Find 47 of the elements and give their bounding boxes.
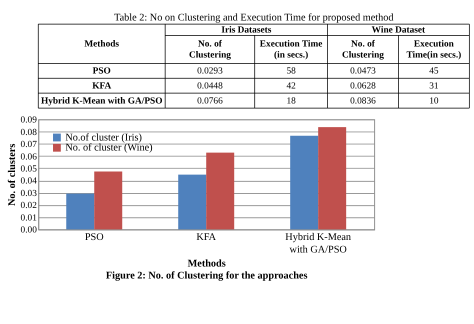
legend-label: No.of cluster (Iris) — [65, 132, 142, 144]
text: 0.0836 — [350, 96, 376, 106]
bar — [94, 172, 122, 230]
y-tick-label: 0.07 — [20, 140, 38, 150]
y-tick-label: 0.02 — [20, 201, 38, 212]
text: 18 — [286, 96, 296, 106]
y-tick-label: 0.08 — [20, 128, 38, 138]
y-axis-title: No. of clusters — [6, 144, 18, 206]
text: Methods — [84, 40, 120, 50]
bar — [178, 174, 206, 230]
text: 10 — [429, 96, 439, 106]
text: 0.0448 — [197, 82, 224, 92]
bar — [290, 136, 318, 230]
text: Execution Time(in secs.) — [406, 40, 462, 61]
text: Hybrid K-Mean with GA/PSO — [40, 96, 162, 106]
bar — [66, 194, 94, 230]
text: 0.0473 — [350, 66, 376, 77]
text: 31 — [429, 82, 439, 92]
y-tick-label: 0.05 — [20, 164, 38, 175]
text: 45 — [429, 66, 439, 77]
text: 0.0293 — [197, 66, 224, 77]
text: Table 2: No on Clustering and Execution Time for proposed method — [114, 12, 394, 24]
bar — [206, 152, 234, 230]
text: KFA — [92, 82, 112, 92]
y-tick-label: 0.09 — [20, 116, 38, 126]
bar — [318, 127, 346, 230]
text: 42 — [286, 82, 296, 92]
y-tick-label: 0.00 — [20, 226, 38, 236]
y-tick-label: 0.04 — [20, 176, 38, 187]
caption: Figure 2: No. of Clustering for the approaches — [106, 270, 308, 282]
text: No. of Clustering — [188, 40, 232, 61]
y-tick-label: 0.01 — [20, 213, 38, 224]
text: No. of Clustering — [342, 40, 384, 61]
y-tick-label: 0.03 — [20, 188, 38, 199]
text: 0.0628 — [350, 82, 376, 92]
text: PSO — [92, 66, 111, 77]
y-tick-label: 0.06 — [20, 152, 38, 162]
text: 0.0766 — [197, 96, 224, 106]
x-axis-title: Methods — [188, 258, 226, 270]
text: 58 — [286, 66, 296, 77]
x-tick-label: Hybrid K-Mean with GA/PSO — [285, 232, 352, 256]
x-tick-label: PSO — [84, 232, 104, 244]
text: Iris Datasets — [221, 26, 272, 36]
text: Execution Time (in secs.) — [260, 40, 322, 61]
x-tick-label: KFA — [196, 232, 217, 244]
text: Wine Dataset — [372, 26, 426, 36]
legend-label: No. of cluster (Wine) — [65, 142, 153, 154]
